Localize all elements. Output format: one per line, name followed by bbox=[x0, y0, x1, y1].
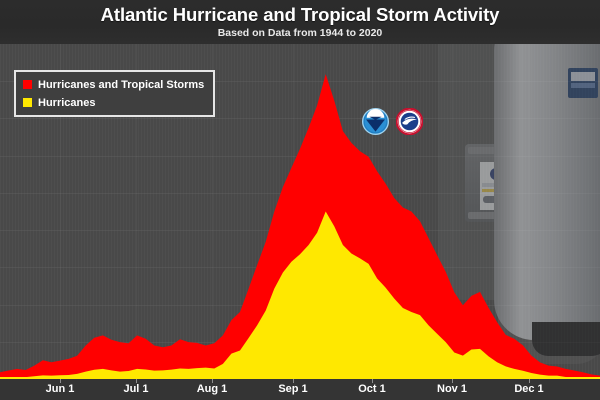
legend-item-storms: Hurricanes and Tropical Storms bbox=[23, 77, 204, 92]
series-area-hurricanes bbox=[0, 211, 600, 379]
x-axis-tick-label: Aug 1 bbox=[196, 383, 228, 395]
legend-swatch-red bbox=[23, 80, 32, 89]
chart-legend: Hurricanes and Tropical Storms Hurricane… bbox=[14, 70, 216, 117]
x-axis-tick-label: Nov 1 bbox=[437, 383, 467, 395]
gridline-horizontal bbox=[0, 118, 600, 119]
noaa-logo bbox=[362, 108, 389, 135]
x-axis-tick-label: Sep 1 bbox=[278, 383, 308, 395]
page-title: Atlantic Hurricane and Tropical Storm Ac… bbox=[100, 4, 500, 25]
national-weather-service-logo bbox=[396, 108, 423, 135]
gridline-horizontal bbox=[0, 81, 600, 82]
chart-header: Atlantic Hurricane and Tropical Storm Ac… bbox=[0, 0, 600, 44]
pressure-tank bbox=[494, 44, 600, 356]
area-chart-series bbox=[0, 74, 600, 379]
x-axis-tick bbox=[529, 379, 530, 383]
x-axis-tick-label: Dec 1 bbox=[514, 383, 544, 395]
water-treatment-system-watermark bbox=[438, 44, 600, 364]
legend-label-storms: Hurricanes and Tropical Storms bbox=[38, 78, 205, 91]
x-axis-tick bbox=[60, 379, 61, 383]
legend-label-hurricanes: Hurricanes bbox=[38, 96, 96, 109]
x-axis-tick bbox=[136, 379, 137, 383]
x-axis-tick-label: Jun 1 bbox=[45, 383, 75, 395]
plot-area: Hurricanes and Tropical Storms Hurricane… bbox=[0, 44, 600, 379]
x-axis-tick-label: Jul 1 bbox=[123, 383, 149, 395]
x-axis-tick bbox=[372, 379, 373, 383]
x-axis-tick bbox=[452, 379, 453, 383]
x-axis-line bbox=[0, 377, 600, 379]
series-area-tropical-storms bbox=[0, 74, 600, 379]
legend-swatch-yellow bbox=[23, 98, 32, 107]
x-axis-tick bbox=[293, 379, 294, 383]
x-axis-labels: Jun 1 Jul 1 Aug 1 Sep 1 Oct 1 Nov 1 Dec 1 bbox=[0, 379, 600, 400]
x-axis-tick-label: Oct 1 bbox=[358, 383, 386, 395]
x-axis-tick bbox=[212, 379, 213, 383]
page-subtitle: Based on Data from 1944 to 2020 bbox=[217, 27, 383, 39]
agency-logos bbox=[362, 108, 423, 135]
legend-item-hurricanes: Hurricanes bbox=[23, 95, 204, 110]
